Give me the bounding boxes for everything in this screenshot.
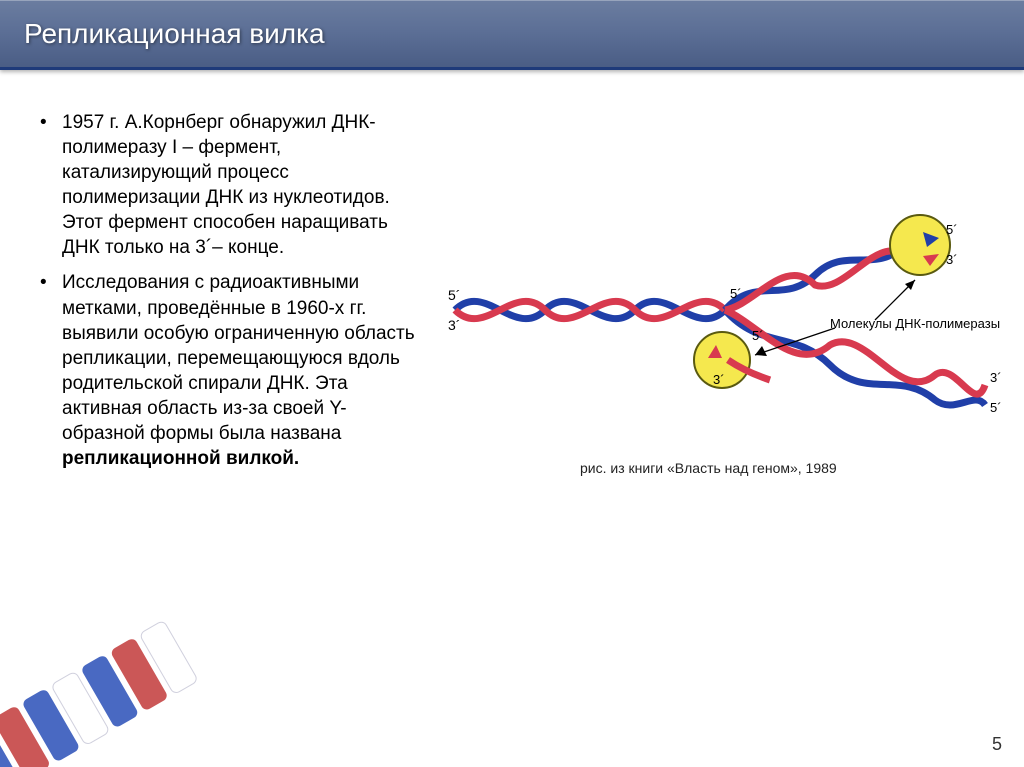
slide-body: 1957 г. А.Корнберг обнаружил ДНК-полимер… [0,90,1024,720]
bullet-text: Исследования с радиоактивными метками, п… [62,272,415,443]
end-label: 5´ [448,287,460,303]
slide-title: Репликационная вилка [24,18,325,50]
end-label: 3´ [990,370,1002,385]
figure-column: 5´ 3´ 5´ 5´ 5´ 3´ 3´ 3´ 5´ Молекулы ДНК-… [430,90,1024,720]
decor-bar [0,722,22,767]
text-column: 1957 г. А.Корнберг обнаружил ДНК-полимер… [0,90,430,720]
parent-helix [455,301,725,318]
end-label: 5´ [946,222,958,237]
bullet-bold: репликационной вилкой. [62,448,299,469]
end-label: 3´ [713,372,725,387]
polymerase-label: Молекулы ДНК-полимеразы [830,316,1000,331]
end-label: 5´ [752,328,764,343]
end-label: 5´ [990,400,1002,415]
page-number: 5 [992,734,1002,755]
upper-daughter-helix [725,245,905,310]
dna-replication-diagram: 5´ 3´ 5´ 5´ 5´ 3´ 3´ 3´ 5´ Молекулы ДНК-… [430,210,1010,450]
title-bar: Репликационная вилка [0,0,1024,70]
end-label: 3´ [448,317,460,333]
end-label: 5´ [730,286,742,301]
bullet-text: 1957 г. А.Корнберг обнаружил ДНК-полимер… [62,112,390,258]
figure-caption: рис. из книги «Власть над геном», 1989 [580,460,837,476]
end-label: 3´ [946,252,958,267]
slide-root: Репликационная вилка 1957 г. А.Корнберг … [0,0,1024,767]
bullet-item: Исследования с радиоактивными метками, п… [40,270,420,471]
parent-strand-red [455,301,725,318]
bullet-item: 1957 г. А.Корнберг обнаружил ДНК-полимер… [40,110,420,260]
bullet-list: 1957 г. А.Корнберг обнаружил ДНК-полимер… [40,110,420,471]
